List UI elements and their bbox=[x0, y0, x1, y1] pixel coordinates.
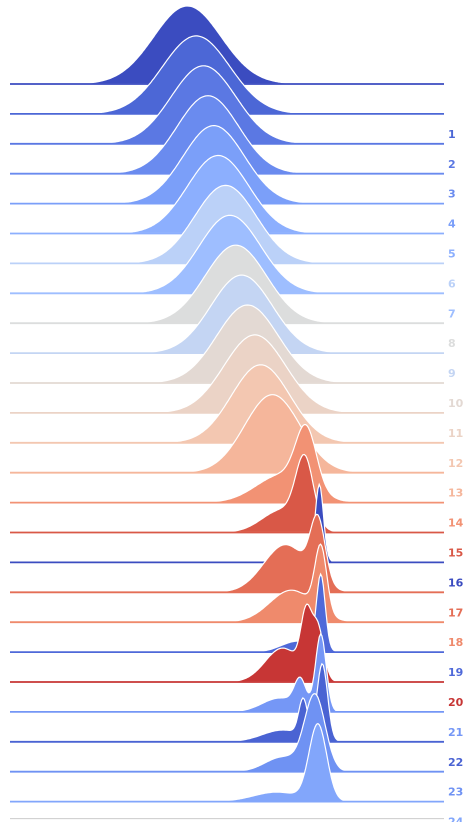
ridge-label: 20 bbox=[448, 696, 464, 709]
ridge-label: 4 bbox=[448, 218, 456, 231]
ridge-label: 9 bbox=[448, 367, 456, 380]
ridge-label: 10 bbox=[448, 397, 464, 410]
ridge-area bbox=[10, 572, 444, 653]
ridge-label: 7 bbox=[448, 307, 456, 320]
ridge-14 bbox=[10, 424, 444, 504]
ridge-label: 17 bbox=[448, 606, 463, 619]
ridge-23 bbox=[10, 693, 444, 773]
ridge-13 bbox=[10, 394, 444, 474]
ridge-labels-group: 123456789101112131415161718192021222324 bbox=[448, 128, 464, 822]
ridge-24 bbox=[10, 722, 444, 803]
ridge-label: 12 bbox=[448, 457, 463, 470]
ridge-label: 2 bbox=[448, 158, 456, 171]
ridge-20 bbox=[10, 603, 444, 683]
ridge-label: 19 bbox=[448, 666, 463, 679]
ridges-group bbox=[10, 5, 444, 803]
ridge-label: 23 bbox=[448, 786, 463, 799]
ridge-area bbox=[10, 513, 444, 593]
ridge-label: 18 bbox=[448, 636, 463, 649]
ridge-label: 11 bbox=[448, 427, 463, 440]
ridge-label: 14 bbox=[448, 517, 464, 530]
ridge-21 bbox=[10, 632, 444, 713]
ridge-15 bbox=[10, 453, 444, 534]
ridge-label: 6 bbox=[448, 277, 456, 290]
ridge-19 bbox=[10, 572, 444, 653]
ridge-12 bbox=[10, 364, 444, 444]
x-axis: 2.55.07.510.012.515.0 bbox=[10, 818, 444, 820]
ridge-label: 8 bbox=[448, 337, 456, 350]
ridge-22 bbox=[10, 662, 444, 743]
ridge-17 bbox=[10, 513, 444, 594]
ridge-area bbox=[10, 722, 444, 803]
ridge-label: 13 bbox=[448, 487, 463, 500]
ridge-18 bbox=[10, 543, 444, 624]
ridge-label: 15 bbox=[448, 547, 463, 560]
ridge-area bbox=[10, 693, 444, 773]
ridge-label: 24 bbox=[448, 816, 464, 822]
ridge-area bbox=[10, 482, 444, 563]
ridge-label: 16 bbox=[448, 576, 464, 589]
ridge-area bbox=[10, 543, 444, 623]
ridge-label: 3 bbox=[448, 188, 456, 201]
ridge-label: 21 bbox=[448, 726, 463, 739]
ridge-area bbox=[10, 662, 444, 743]
ridge-label: 1 bbox=[448, 128, 456, 141]
ridge-area bbox=[10, 603, 444, 683]
ridge-label: 22 bbox=[448, 756, 463, 769]
ridge-label: 5 bbox=[448, 248, 456, 261]
ridge-area bbox=[10, 632, 444, 713]
ridge-16 bbox=[10, 482, 444, 564]
